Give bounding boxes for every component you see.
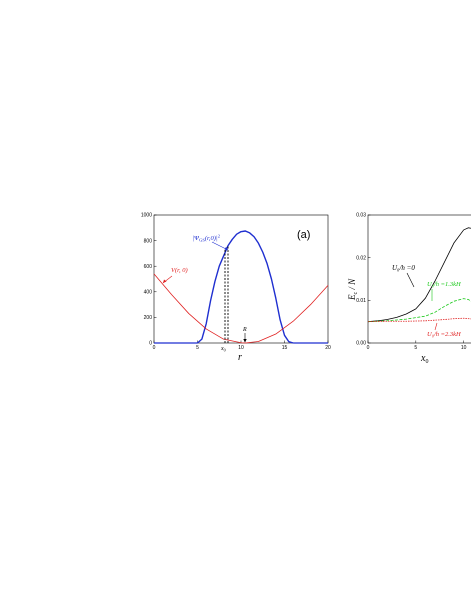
- panel-a-ytick-label: 1000: [141, 213, 152, 219]
- panel-b-series: [367, 227, 471, 323]
- panel-a-series-0: [197, 230, 294, 344]
- panel-b-series-0: [367, 227, 471, 323]
- panel-a-xtick-label: 10: [238, 345, 244, 351]
- x0-label-a: x0: [220, 346, 226, 353]
- psi-label: |ΨGS(r,0)|2: [193, 234, 220, 243]
- panel-a-xtick-label: 0: [153, 345, 156, 351]
- u0-label-1: U₀/h =1.3kH: [427, 281, 461, 288]
- panel-b-frame: [367, 214, 471, 344]
- panel-a-xtick-label: 20: [325, 345, 331, 351]
- panel-b-ytick-label: 0.02: [356, 255, 366, 261]
- u0-label-0: U₀/h =0: [392, 264, 415, 272]
- panel-b: 0 5 10 0.00 0.01 0.02 0.03 Ec / N x0 U₀/h =0 U…: [347, 213, 471, 365]
- panel-a-ytick-label: 600: [144, 264, 153, 270]
- panel-b-ticks: 0 5 10 0.00 0.01 0.02 0.03: [356, 213, 466, 351]
- v-label: V(r, 0): [171, 267, 188, 274]
- psi-arrowhead: [224, 247, 228, 250]
- panel-b-xtick-label: 0: [367, 345, 370, 351]
- u0-arrow-2: [434, 322, 438, 331]
- u0-label-2: U₀/h =2.3kH: [427, 331, 461, 338]
- panel-b-series-1: [367, 298, 471, 323]
- panel-a-series: [153, 230, 329, 344]
- panel-a-label: (a): [297, 229, 310, 241]
- panel-b-ylabel: Ec / N: [347, 278, 359, 301]
- panel-b-ytick-label: 0.00: [356, 341, 366, 347]
- panel-a-xtick-label: 5: [196, 345, 199, 351]
- panel-b-ytick-label: 0.01: [356, 298, 366, 304]
- panel-b-xlabel: x0: [420, 353, 428, 365]
- panel-b-xtick-label: 10: [461, 345, 467, 351]
- panel-b-ytick-label: 0.03: [356, 213, 366, 219]
- r-annotation: R: [242, 327, 247, 333]
- panel-a-xlabel: r: [238, 352, 242, 363]
- panel-a-ytick-label: 800: [144, 238, 153, 244]
- panel-b-xtick-label: 5: [414, 345, 417, 351]
- v-arrowhead: [163, 279, 167, 283]
- u0-arrow-0: [406, 272, 415, 288]
- panel-a-ytick-label: 0: [149, 341, 152, 347]
- r-arrowhead: [243, 339, 247, 343]
- panel-a-ytick-label: 400: [144, 290, 153, 296]
- panel-a-series-1: [153, 273, 329, 344]
- panel-a-xtick-label: 15: [282, 345, 288, 351]
- panel-b-series-2: [367, 317, 471, 323]
- panel-a-ytick-label: 200: [144, 315, 153, 321]
